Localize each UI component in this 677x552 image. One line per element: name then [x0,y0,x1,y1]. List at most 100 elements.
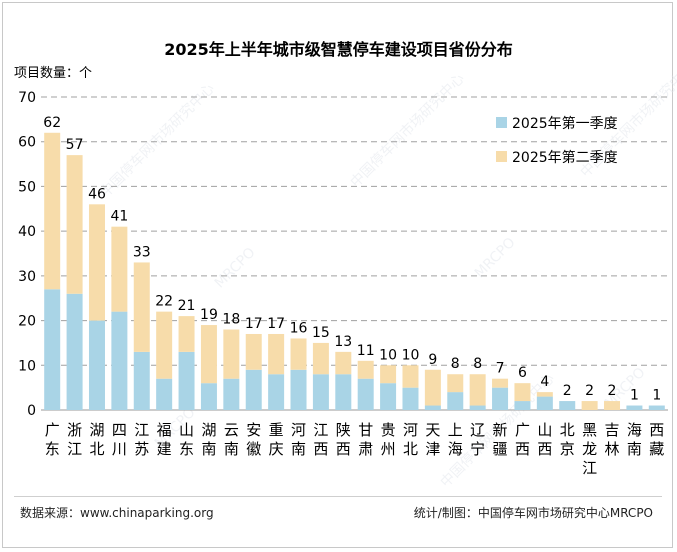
footer-divider [14,496,662,497]
bar-q1 [223,378,240,410]
bar-q1 [424,405,441,410]
total-label: 8 [473,356,482,372]
total-label: 17 [245,316,263,332]
category-label: 疆 [493,440,508,458]
total-label: 1 [630,388,639,404]
total-label: 1 [652,388,661,404]
bar-q2 [178,316,195,352]
category-label: 陕 [336,421,351,439]
bar-q1 [290,369,307,410]
bar-q2 [133,262,150,352]
bar-q1 [245,369,262,410]
bar-q2 [536,392,553,397]
bar-q2 [514,383,531,402]
category-label: 林 [605,440,620,458]
y-tick-label: 30 [18,269,36,285]
legend-swatch [496,151,507,162]
category-label: 川 [112,440,127,458]
bar-q1 [133,351,150,410]
legend-swatch [496,117,507,128]
category-label: 上 [448,421,463,439]
chart-credit: 统计/制图：中国停车网市场研究中心MRCPO [413,506,653,520]
category-label: 海 [448,440,463,458]
category-label: 广 [45,421,60,439]
total-label: 57 [66,137,84,153]
total-label: 22 [155,294,173,310]
category-label: 北 [403,440,418,458]
category-label: 东 [45,440,60,458]
bar-q2 [223,329,240,379]
y-tick-label: 60 [18,135,36,151]
bar-q2 [88,204,105,321]
bar-q2 [492,378,509,388]
category-label: 天 [425,421,440,439]
bar-q2 [469,374,486,406]
bar-q1 [380,383,397,410]
total-label: 4 [540,374,549,390]
bar-q2 [156,311,173,379]
y-tick-label: 0 [27,403,36,419]
category-label: 四 [112,421,127,439]
bar-q2 [290,338,307,370]
y-tick-label: 20 [18,314,36,330]
category-label: 西 [336,440,351,458]
category-label: 吉 [605,421,620,439]
category-label: 西 [649,421,664,439]
category-label: 湖 [201,421,216,439]
total-label: 18 [222,312,240,328]
bar-q2 [402,365,419,388]
category-label: 庆 [269,440,284,458]
category-label: 云 [224,421,239,439]
category-label: 新 [493,421,508,439]
total-label: 2 [585,383,594,399]
bar-q1 [648,405,665,410]
category-label: 建 [157,440,172,458]
category-label: 辽 [470,421,485,439]
total-label: 41 [110,209,128,225]
legend-label: 2025年第一季度 [512,115,618,132]
bar-q1 [626,405,643,410]
legend-label: 2025年第二季度 [512,149,618,166]
bar-q1 [492,387,509,410]
bar-q2 [357,360,374,379]
category-label: 南 [201,440,216,458]
bar-q2 [424,369,441,406]
chart-title: 2025年上半年城市级智慧停车建设项目省份分布 [164,40,513,59]
category-label: 西 [537,440,552,458]
total-label: 16 [290,320,308,336]
total-label: 10 [402,347,420,363]
bar-q1 [178,351,195,410]
category-label: 北 [89,440,104,458]
total-label: 2 [608,383,617,399]
bar-q1 [312,374,329,410]
bar-q2 [604,401,621,410]
bar-q2 [447,374,464,393]
total-label: 9 [428,352,437,368]
total-label: 11 [357,343,375,359]
category-label: 黑 [582,421,597,439]
bar-q2 [245,333,262,370]
category-label: 西 [313,440,328,458]
category-label: 广 [515,421,530,439]
category-label: 浙 [67,421,82,439]
category-label: 江 [582,459,597,477]
bar-q1 [559,401,576,410]
category-label: 江 [134,421,149,439]
category-label: 山 [537,421,552,439]
category-label: 湖 [89,421,104,439]
total-label: 62 [43,115,61,131]
total-label: 33 [133,244,151,260]
category-label: 甘 [358,421,373,439]
category-label: 藏 [649,440,664,458]
category-label: 贵 [381,421,396,439]
total-label: 21 [178,298,196,314]
total-label: 15 [312,325,330,341]
total-label: 13 [334,334,352,350]
y-axis-label: 项目数量：个 [14,66,93,81]
category-label: 津 [425,440,440,458]
total-label: 10 [379,347,397,363]
category-label: 京 [560,440,575,458]
category-label: 西 [515,440,530,458]
category-label: 安 [246,421,261,439]
